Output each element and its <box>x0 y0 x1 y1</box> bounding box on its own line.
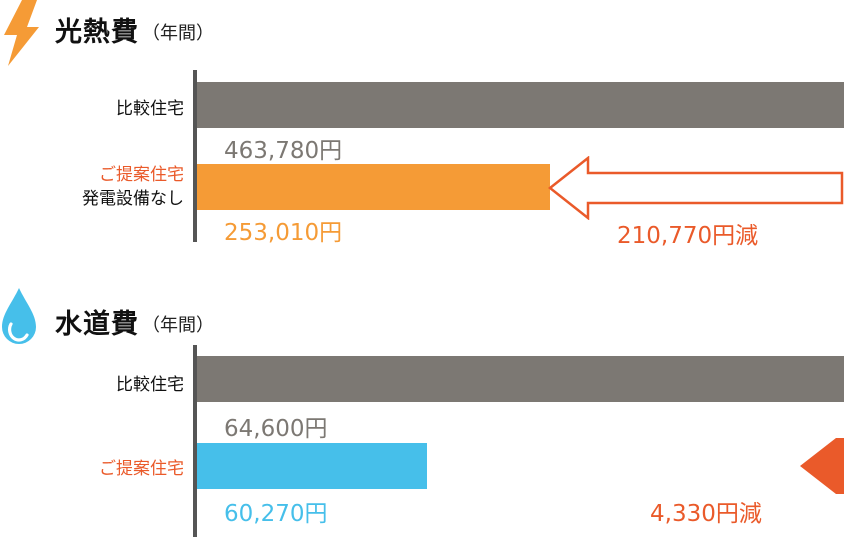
water-proposal-value: 60,270円 <box>224 501 328 527</box>
water-compare-value: 64,600円 <box>224 416 328 442</box>
electricity-compare-label: 比較住宅 <box>116 99 184 119</box>
electricity-reduction-arrow <box>548 156 844 220</box>
electricity-proposal-value: 253,010円 <box>224 220 343 246</box>
electricity-proposal-bar <box>197 164 550 210</box>
electricity-compare-value: 463,780円 <box>224 138 343 164</box>
electricity-title: 光熱費 <box>55 17 139 48</box>
lightning-icon <box>4 0 39 66</box>
water-proposal-label: ご提案住宅 <box>99 459 184 479</box>
water-title: 水道費 <box>55 309 139 340</box>
electricity-reduction-label: 210,770円減 <box>617 223 759 249</box>
water-reduction-label: 4,330円減 <box>650 501 762 527</box>
water-proposal-bar <box>197 443 427 489</box>
electricity-compare-bar <box>197 82 844 128</box>
water-compare-bar <box>197 356 844 402</box>
water-axis <box>193 345 197 537</box>
water-compare-label: 比較住宅 <box>116 375 184 395</box>
electricity-subtitle: （年間） <box>142 23 214 44</box>
water-subtitle: （年間） <box>142 315 214 336</box>
electricity-axis <box>193 70 197 242</box>
electricity-proposal-note: 発電設備なし <box>82 189 184 209</box>
water-drop-icon <box>2 288 36 344</box>
water-reduction-arrow <box>800 438 844 494</box>
electricity-proposal-label: ご提案住宅 <box>99 165 184 185</box>
